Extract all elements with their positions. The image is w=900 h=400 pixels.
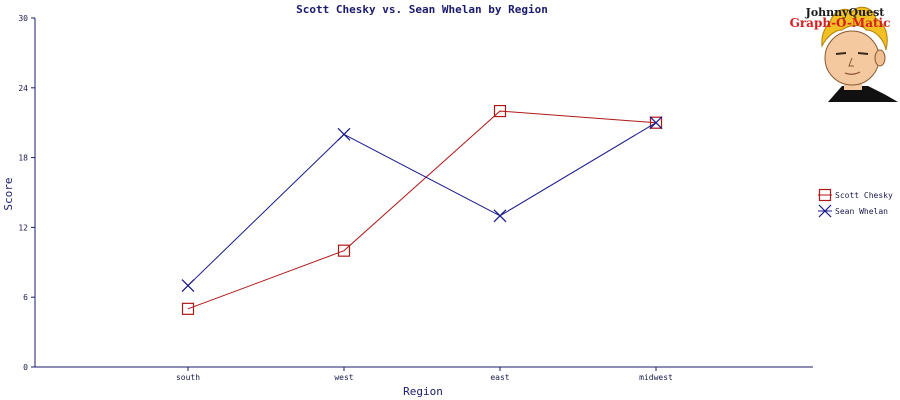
series-2-point <box>181 279 195 292</box>
chart-legend: Scott Chesky Sean Whelan <box>818 188 893 218</box>
y-tick-label: 30 <box>18 14 28 23</box>
x-tick-label: east <box>490 373 509 382</box>
y-tick-label: 18 <box>18 154 28 163</box>
series-1-point <box>337 244 351 257</box>
series-1-point <box>493 104 507 118</box>
y-tick-label: 24 <box>18 84 28 93</box>
legend-marker <box>818 188 832 202</box>
y-axis-label: Score <box>2 177 15 210</box>
legend-marker <box>818 204 832 218</box>
logo-line-2: Graph-O-Matic <box>790 16 891 30</box>
y-axis-ticks: 0 6 12 18 24 30 <box>18 14 35 372</box>
x-axis-ticks: south west east midwest <box>176 367 673 382</box>
y-tick-label: 12 <box>18 223 28 232</box>
chart-axes <box>34 18 813 368</box>
chart-title: Scott Chesky vs. Sean Whelan by Region <box>296 3 548 16</box>
y-tick-label: 0 <box>23 363 28 372</box>
series-2-point <box>337 127 351 141</box>
graph-o-matic-logo: JohnnyQuest Graph-O-Matic <box>790 0 900 102</box>
logo-line-1: JohnnyQuest <box>805 6 886 19</box>
series-2-point <box>493 209 507 223</box>
series-2-point <box>649 116 663 130</box>
cartoon-boy-face-icon <box>803 0 900 102</box>
x-tick-label: south <box>176 373 200 382</box>
plot-area <box>181 104 663 315</box>
y-tick-label: 6 <box>23 293 28 302</box>
series-1-point <box>181 302 195 315</box>
series-line-2 <box>187 122 657 286</box>
x-tick-label: west <box>334 373 353 382</box>
series-line-1 <box>187 110 657 310</box>
x-tick-label: midwest <box>639 373 673 382</box>
series-1-point <box>649 116 663 129</box>
legend-label: Scott Chesky <box>835 191 893 200</box>
x-axis-label: Region <box>403 385 443 398</box>
legend-label: Sean Whelan <box>835 207 888 216</box>
